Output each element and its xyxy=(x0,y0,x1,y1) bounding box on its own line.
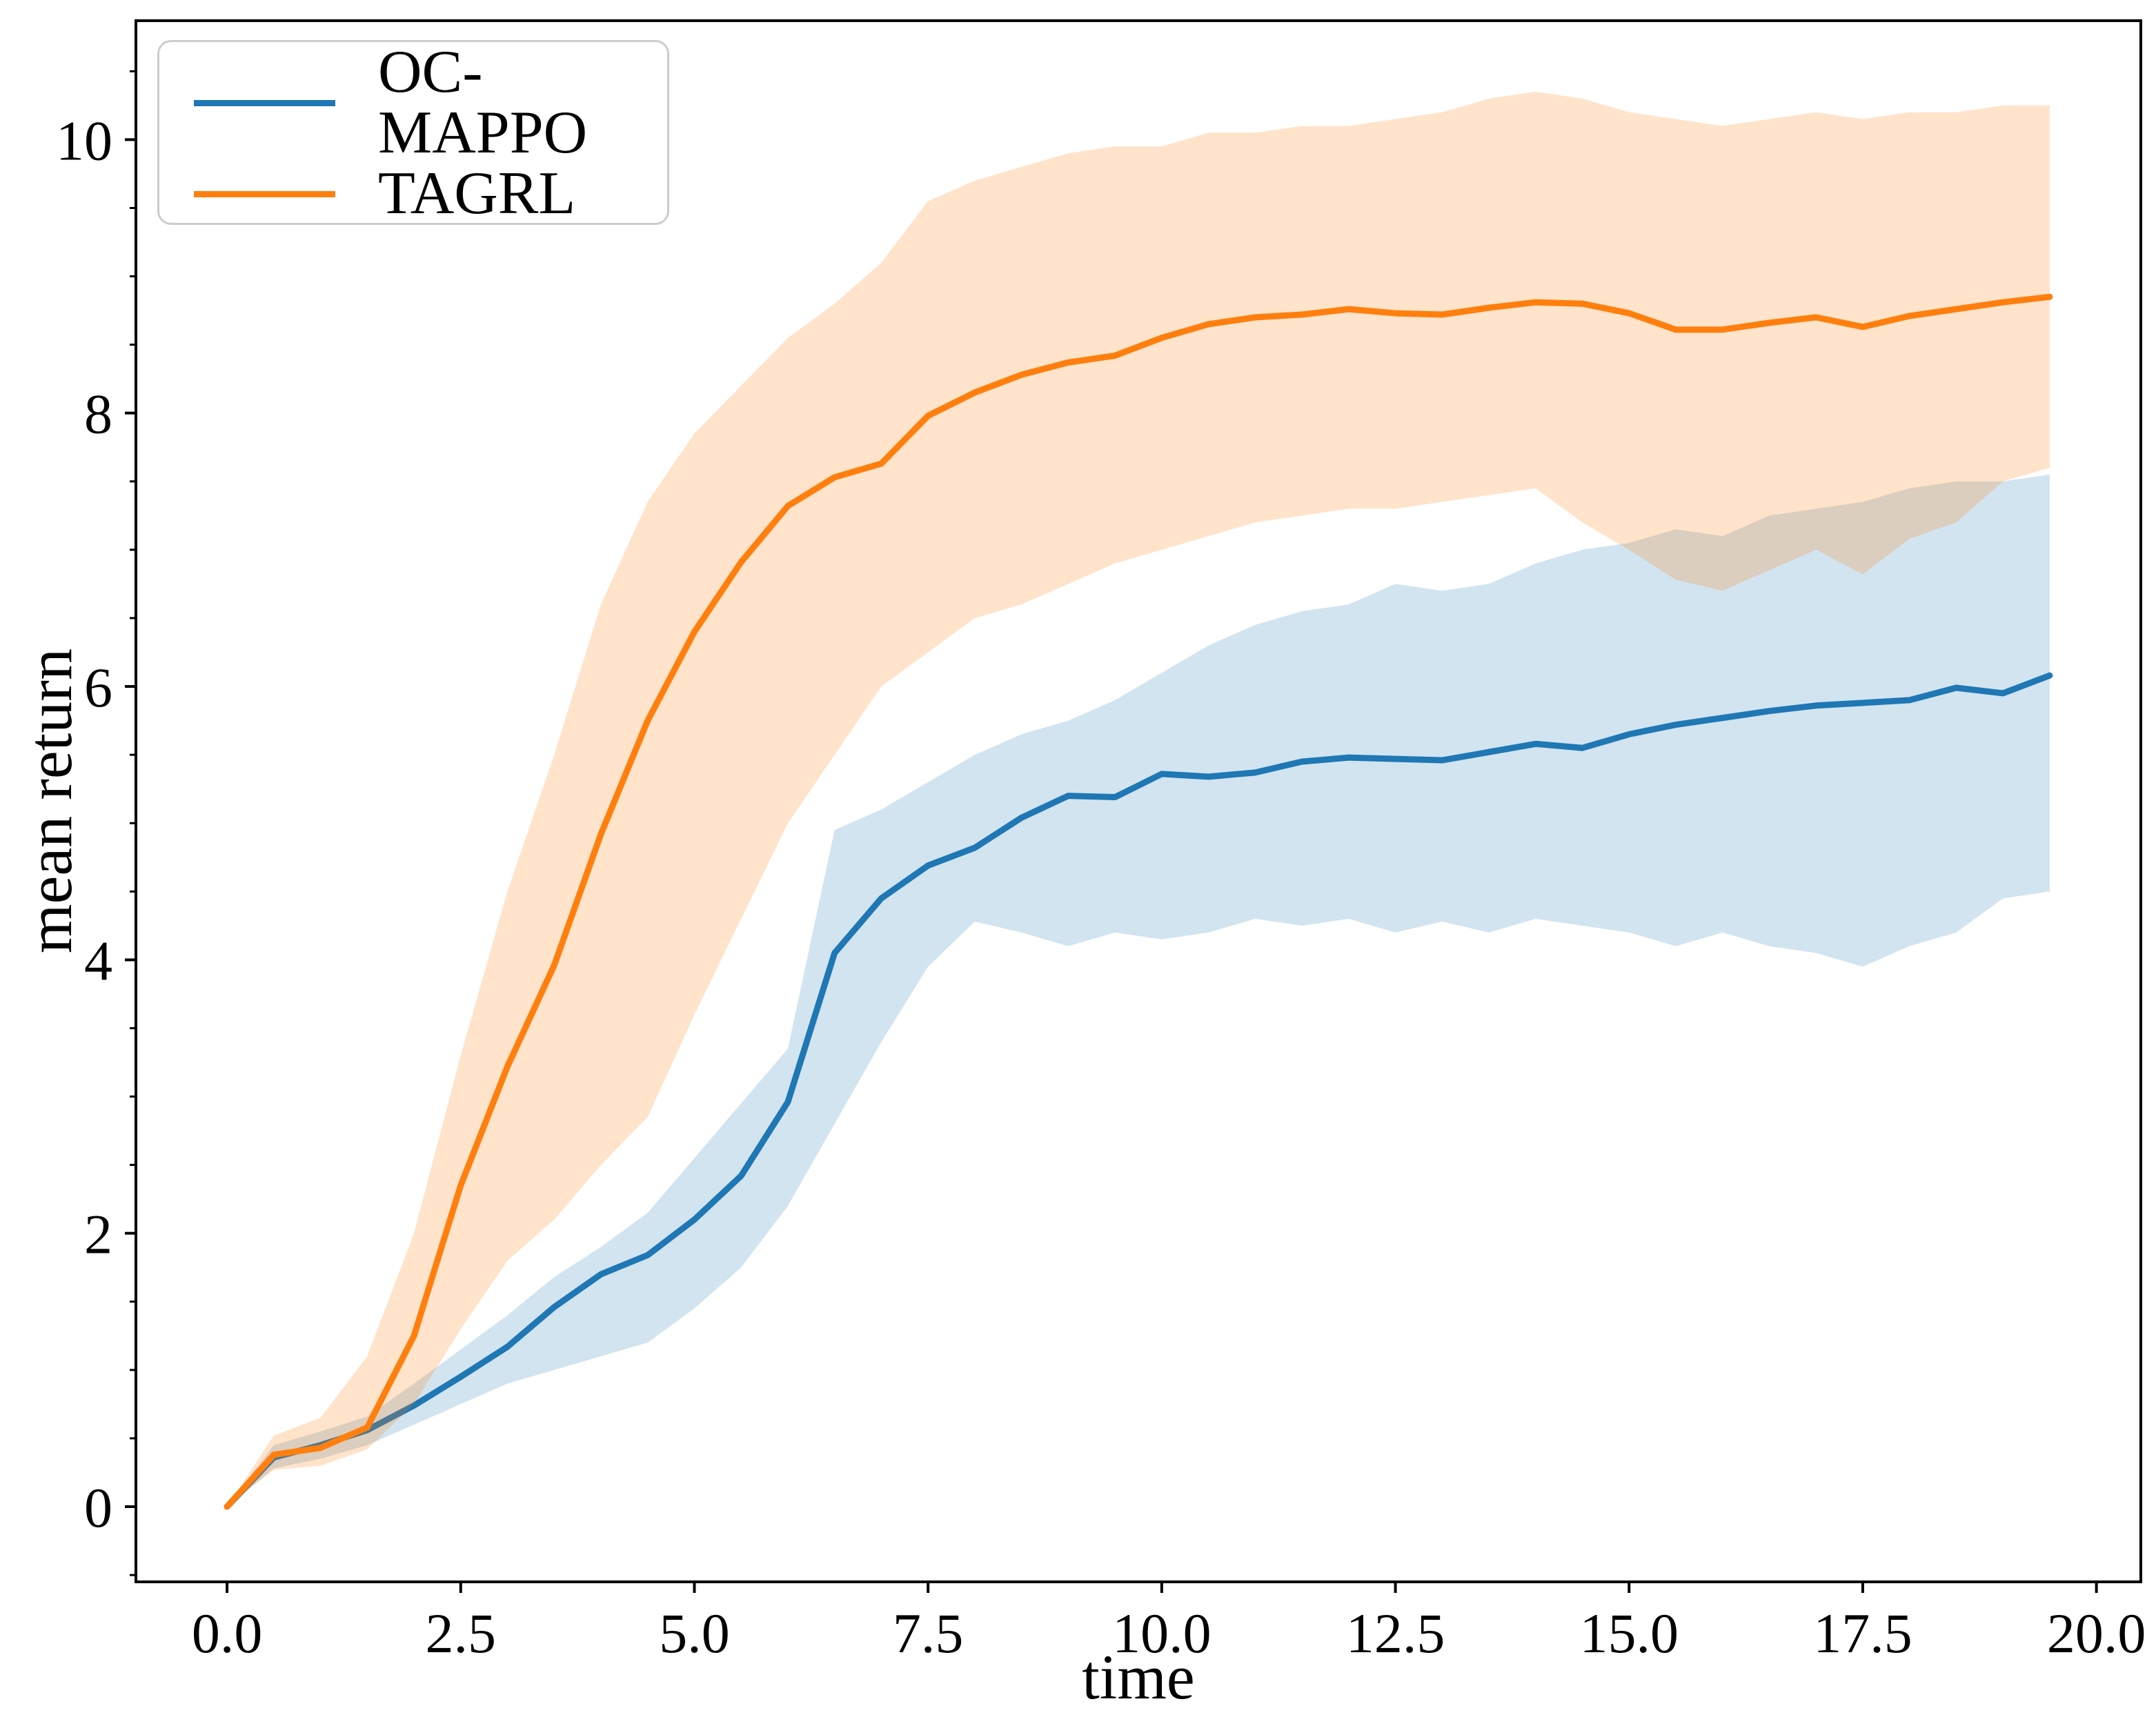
legend-item-tagrl: TAGRL xyxy=(194,163,667,224)
x-tick-label: 5.0 xyxy=(659,1602,730,1665)
x-tick-label: 17.5 xyxy=(1813,1602,1912,1665)
mean-line-tagrl xyxy=(224,293,2053,1510)
y-tick-label: 8 xyxy=(84,383,112,446)
y-tick-label: 6 xyxy=(84,656,112,719)
legend: OC-MAPPO TAGRL xyxy=(157,40,669,225)
x-tick-label: 2.5 xyxy=(426,1602,497,1665)
legend-label: TAGRL xyxy=(378,160,576,227)
x-axis-label: time xyxy=(1082,1642,1195,1712)
x-tick-label: 10.0 xyxy=(1112,1602,1211,1665)
y-tick-label: 2 xyxy=(84,1203,112,1266)
axes-spines xyxy=(135,19,2142,1583)
confidence-band-oc-mappo xyxy=(227,474,2050,1507)
x-tick-label: 0.0 xyxy=(192,1602,263,1665)
x-tick-label: 7.5 xyxy=(893,1602,964,1665)
legend-line-swatch xyxy=(194,190,335,197)
mean-line-oc-mappo xyxy=(224,672,2053,1510)
legend-label: OC-MAPPO xyxy=(378,39,588,166)
y-tick-label: 10 xyxy=(56,109,112,172)
legend-line-swatch xyxy=(194,99,335,106)
y-tick-label: 0 xyxy=(84,1476,112,1539)
x-tick-label: 12.5 xyxy=(1346,1602,1445,1665)
x-tick-label: 15.0 xyxy=(1580,1602,1679,1665)
x-tick-label: 20.0 xyxy=(2047,1602,2146,1665)
legend-item-oc-mappo: OC-MAPPO xyxy=(194,42,667,163)
y-tick-label: 4 xyxy=(84,929,112,992)
confidence-band-tagrl xyxy=(227,92,2050,1507)
y-axis-label: mean return xyxy=(14,648,85,953)
